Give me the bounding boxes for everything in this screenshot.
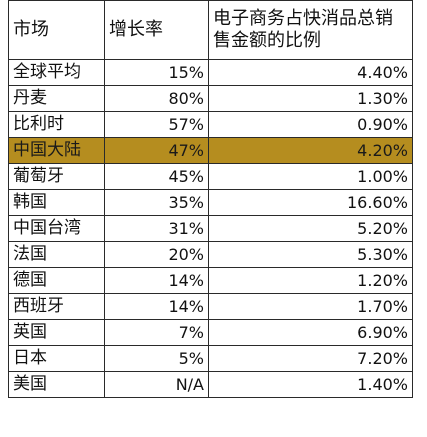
table-row: 全球平均 15% 4.40%: [8, 59, 413, 86]
share-cell: 6.90%: [208, 319, 413, 346]
market-cell: 中国大陆: [8, 137, 105, 164]
table-row: 日本 5% 7.20%: [8, 345, 413, 372]
table-row: 法国 20% 5.30%: [8, 241, 413, 268]
header-share: 电子商务占快消品总销售金额的比例: [208, 0, 413, 60]
market-cell: 韩国: [8, 189, 105, 216]
table-row: 英国 7% 6.90%: [8, 319, 413, 346]
table-row: 韩国 35% 16.60%: [8, 189, 413, 216]
growth-cell: 35%: [104, 189, 209, 216]
share-cell: 0.90%: [208, 111, 413, 138]
market-cell: 全球平均: [8, 59, 105, 86]
table-row: 中国大陆 47% 4.20%: [8, 137, 413, 164]
table-row: 比利时 57% 0.90%: [8, 111, 413, 138]
share-cell: 1.30%: [208, 85, 413, 112]
growth-cell: 47%: [104, 137, 209, 164]
table-row: 中国台湾 31% 5.20%: [8, 215, 413, 242]
market-cell: 西班牙: [8, 293, 105, 320]
market-cell: 法国: [8, 241, 105, 268]
growth-cell: 57%: [104, 111, 209, 138]
share-cell: 4.20%: [208, 137, 413, 164]
table-row: 丹麦 80% 1.30%: [8, 85, 413, 112]
share-cell: 1.40%: [208, 371, 413, 398]
share-cell: 5.30%: [208, 241, 413, 268]
growth-cell: 45%: [104, 163, 209, 190]
market-cell: 比利时: [8, 111, 105, 138]
growth-cell: 20%: [104, 241, 209, 268]
growth-cell: 14%: [104, 293, 209, 320]
share-cell: 4.40%: [208, 59, 413, 86]
growth-cell: 7%: [104, 319, 209, 346]
market-cell: 日本: [8, 345, 105, 372]
table-container: 市场 增长率 电子商务占快消品总销售金额的比例 全球平均 15% 4.40% 丹…: [8, 0, 413, 430]
table-row: 美国 N/A 1.40%: [8, 371, 413, 398]
market-cell: 德国: [8, 267, 105, 294]
market-cell: 美国: [8, 371, 105, 398]
share-cell: 5.20%: [208, 215, 413, 242]
market-cell: 丹麦: [8, 85, 105, 112]
data-table: 市场 增长率 电子商务占快消品总销售金额的比例 全球平均 15% 4.40% 丹…: [8, 0, 413, 398]
header-growth: 增长率: [104, 0, 209, 60]
table-row: 西班牙 14% 1.70%: [8, 293, 413, 320]
share-cell: 1.70%: [208, 293, 413, 320]
growth-cell: 80%: [104, 85, 209, 112]
share-cell: 16.60%: [208, 189, 413, 216]
market-cell: 葡萄牙: [8, 163, 105, 190]
growth-cell: 31%: [104, 215, 209, 242]
growth-cell: 15%: [104, 59, 209, 86]
market-cell: 中国台湾: [8, 215, 105, 242]
table-row: 葡萄牙 45% 1.00%: [8, 163, 413, 190]
table-header: 市场 增长率 电子商务占快消品总销售金额的比例: [8, 0, 413, 60]
header-row: 市场 增长率 电子商务占快消品总销售金额的比例: [8, 0, 413, 60]
share-cell: 1.00%: [208, 163, 413, 190]
growth-cell: 5%: [104, 345, 209, 372]
market-cell: 英国: [8, 319, 105, 346]
share-cell: 7.20%: [208, 345, 413, 372]
table-row: 德国 14% 1.20%: [8, 267, 413, 294]
table-body: 全球平均 15% 4.40% 丹麦 80% 1.30% 比利时 57% 0.90…: [8, 59, 413, 398]
header-market: 市场: [8, 0, 105, 60]
growth-cell: 14%: [104, 267, 209, 294]
growth-cell: N/A: [104, 371, 209, 398]
share-cell: 1.20%: [208, 267, 413, 294]
